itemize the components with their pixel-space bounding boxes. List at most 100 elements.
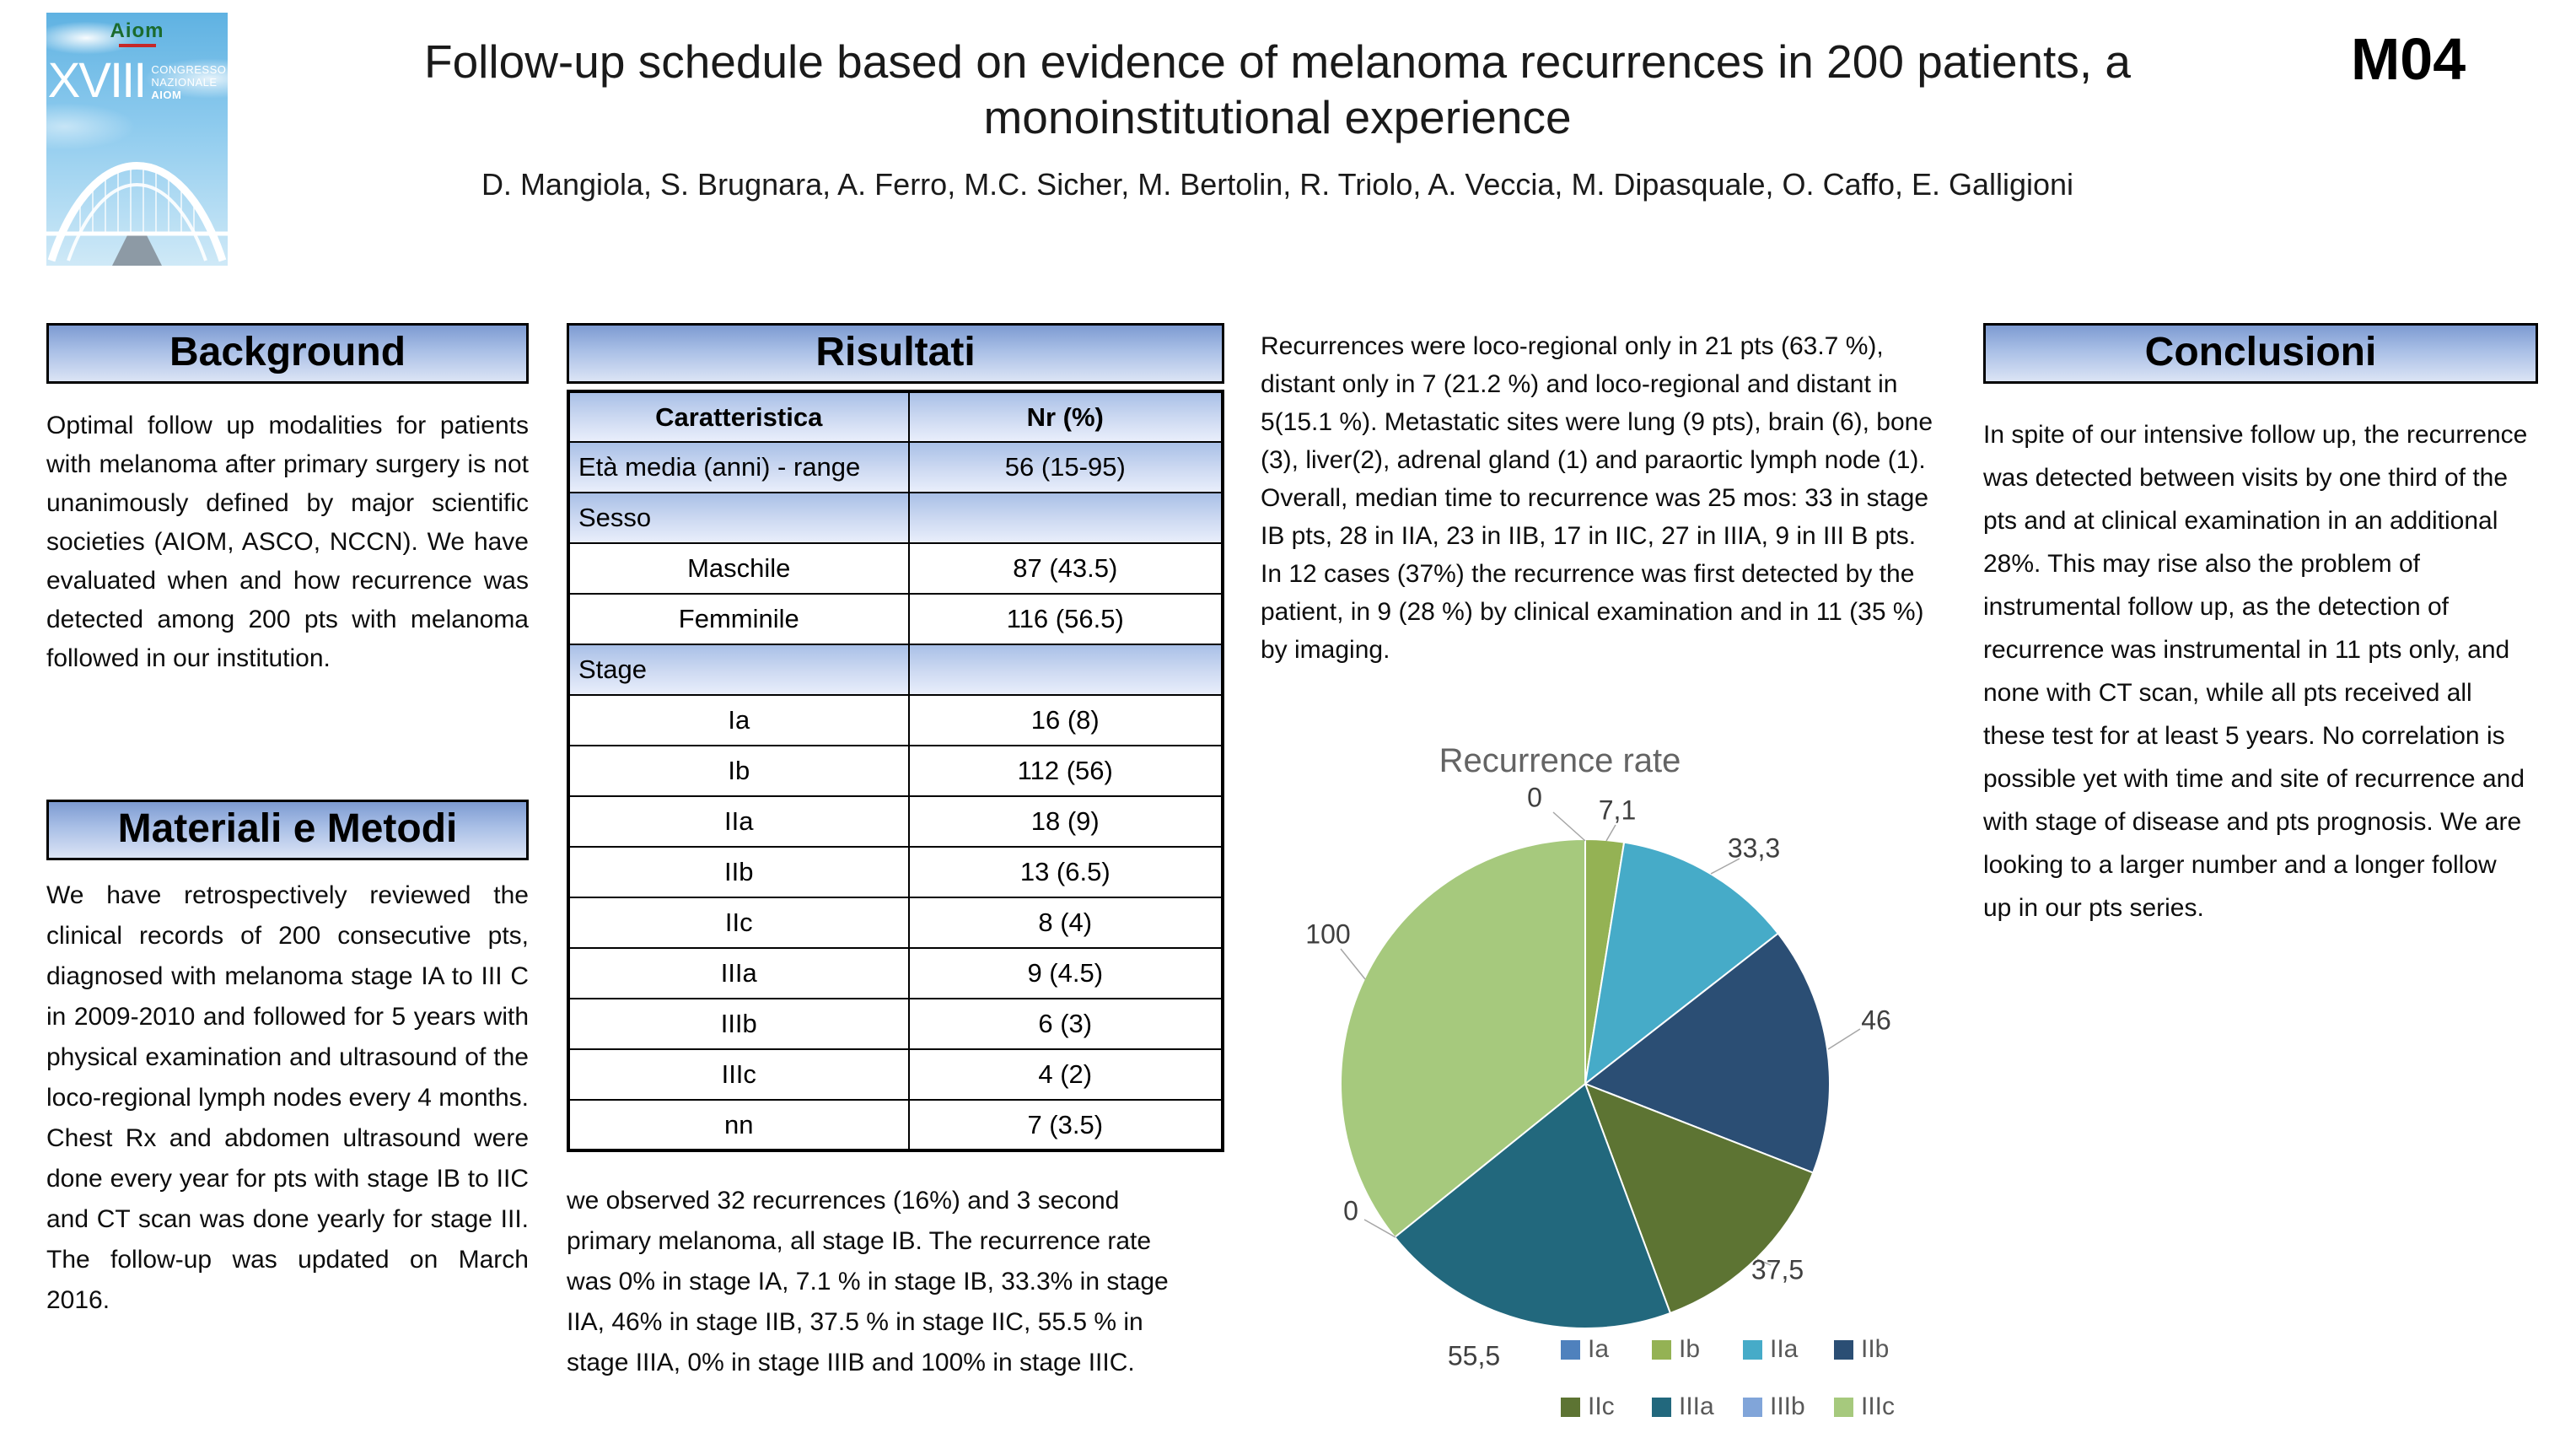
conclusions-text: In spite of our intensive follow up, the… <box>1983 421 2528 922</box>
results-table-row: Femminile 116 (56.5) <box>567 593 1224 645</box>
pie-label-leader-line <box>1552 811 1586 842</box>
aiom-logo-red-bar <box>118 44 156 47</box>
pie-data-label-Ib: 7,1 <box>1599 795 1636 825</box>
aiom-logo: Aiom <box>46 19 228 47</box>
results-table-row: Età media (anni) - range 56 (15-95) <box>567 441 1224 493</box>
value-cell: 56 (15-95) <box>907 441 1224 493</box>
legend-item-IIc: IIc <box>1561 1392 1652 1421</box>
aiom-logo-text: Aiom <box>110 19 164 42</box>
recurrence-rate-pie-chart: 0 7,1 33,3 46 37,5 55,5 0 100 <box>1305 782 1891 1371</box>
methods-text: We have retrospectively reviewed the cli… <box>46 881 529 1314</box>
results-table-column-header: Nr (%) <box>907 391 1224 443</box>
bridge-icon <box>46 162 228 266</box>
legend-label: IIIa <box>1679 1392 1714 1420</box>
characteristic-cell: Sesso <box>567 492 910 544</box>
characteristic-cell: IIIa <box>567 947 910 999</box>
poster-authors: D. Mangiola, S. Brugnara, A. Ferro, M.C.… <box>481 167 2074 202</box>
pie-slice-IIIa <box>1393 1082 1672 1329</box>
legend-label: IIc <box>1588 1392 1615 1420</box>
background-heading: Background <box>46 323 529 384</box>
methods-heading: Materiali e Metodi <box>46 800 529 860</box>
value-cell: 112 (56) <box>907 745 1224 797</box>
results-table-row: Ia 16 (8) <box>567 694 1224 746</box>
value-cell: 16 (8) <box>907 694 1224 746</box>
legend-swatch-IIIa <box>1652 1397 1671 1417</box>
results-heading: Risultati <box>567 323 1224 384</box>
poster-title-line2: monoinstitutional experience <box>983 91 1572 143</box>
pie-data-label-IIIa: 55,5 <box>1448 1340 1500 1371</box>
conclusions-heading: Conclusioni <box>1983 323 2538 384</box>
value-cell: 7 (3.5) <box>907 1099 1224 1151</box>
characteristic-cell: Ib <box>567 745 910 797</box>
value-cell: 87 (43.5) <box>907 542 1224 595</box>
legend-item-IIa: IIa <box>1743 1335 1834 1364</box>
legend-swatch-IIc <box>1561 1397 1580 1417</box>
characteristic-cell: IIc <box>567 897 910 949</box>
value-cell: 13 (6.5) <box>907 846 1224 898</box>
legend-item-IIIc: IIIc <box>1834 1392 1925 1421</box>
results-table-row: Stage <box>567 644 1224 696</box>
results-table-row: IIIb 6 (3) <box>567 998 1224 1050</box>
value-cell: 8 (4) <box>907 897 1224 949</box>
characteristic-cell: Ia <box>567 694 910 746</box>
characteristic-cell: Femminile <box>567 593 910 645</box>
pie-label-leader-line <box>1340 948 1366 980</box>
legend-swatch-IIIc <box>1834 1397 1853 1417</box>
pie-slice-IIb <box>1583 932 1831 1174</box>
congress-numeral: XVIII <box>47 53 148 108</box>
pie-data-label-IIIb: 0 <box>1343 1195 1358 1225</box>
pie-label-leader-line <box>1710 858 1740 875</box>
value-cell: 4 (2) <box>907 1048 1224 1101</box>
poster-title-line1: Follow-up schedule based on evidence of … <box>424 35 2131 88</box>
legend-swatch-IIa <box>1743 1339 1762 1360</box>
pie-data-label-IIIc: 100 <box>1305 918 1350 949</box>
legend-label: IIIc <box>1861 1392 1896 1420</box>
legend-swatch-IIIb <box>1743 1397 1762 1417</box>
legend-item-IIIb: IIIb <box>1743 1392 1834 1421</box>
legend-label: Ia <box>1588 1335 1610 1363</box>
pie-slice-IIa <box>1584 841 1780 1086</box>
title-block: Follow-up schedule based on evidence of … <box>236 34 2319 202</box>
results-table-row: Ib 112 (56) <box>567 745 1224 797</box>
pie-data-label-IIb: 46 <box>1861 1005 1891 1035</box>
results-table-row: IIIa 9 (4.5) <box>567 947 1224 999</box>
poster-code-badge: M04 <box>2351 26 2466 92</box>
pie-slice-IIc <box>1584 1082 1815 1315</box>
legend-label: Ib <box>1679 1335 1701 1363</box>
characteristic-cell: IIIc <box>567 1048 910 1101</box>
characteristic-cell: IIa <box>567 795 910 848</box>
pie-label-leader-line <box>1827 1028 1861 1050</box>
legend-swatch-Ia <box>1561 1339 1580 1360</box>
value-cell: 116 (56.5) <box>907 593 1224 645</box>
legend-item-Ib: Ib <box>1652 1335 1743 1364</box>
chart-title: Recurrence rate <box>1439 742 1681 779</box>
congress-logo: Aiom XVIII CONGRESSO NAZIONALE AIOM <box>46 13 228 266</box>
legend-swatch-Ib <box>1652 1339 1671 1360</box>
characteristic-cell: Stage <box>567 644 910 696</box>
pie-data-label-Ia: 0 <box>1527 782 1542 812</box>
legend-label: IIa <box>1770 1335 1799 1363</box>
value-cell <box>907 492 1224 544</box>
results-table: Caratteristica Nr (%) Età media (anni) - … <box>567 390 1224 1152</box>
pie-data-label-IIa: 33,3 <box>1728 832 1780 863</box>
legend-item-IIb: IIb <box>1834 1335 1925 1364</box>
chart-legend: Ia Ib IIa IIb IIc IIIa IIIb IIIc <box>1561 1335 1925 1421</box>
results-table-column-header: Caratteristica <box>567 391 910 443</box>
legend-swatch-IIb <box>1834 1339 1853 1360</box>
results-note-text: we observed 32 recurrences (16%) and 3 s… <box>567 1187 1169 1376</box>
results-table-row: IIIc 4 (2) <box>567 1048 1224 1101</box>
pie-label-leader-line <box>1756 1258 1772 1266</box>
results-table-row: nn 7 (3.5) <box>567 1099 1224 1151</box>
characteristic-cell: Maschile <box>567 542 910 595</box>
characteristic-cell: IIIb <box>567 998 910 1050</box>
legend-label: IIIb <box>1770 1392 1805 1420</box>
pie-label-leader-line <box>1363 1219 1396 1238</box>
results-table-row: Sesso <box>567 492 1224 544</box>
characteristic-cell: Età media (anni) - range <box>567 441 910 493</box>
characteristic-cell: IIb <box>567 846 910 898</box>
background-text: Optimal follow up modalities for patient… <box>46 412 529 672</box>
value-cell <box>907 644 1224 696</box>
congress-name: CONGRESSO NAZIONALE AIOM <box>151 63 227 101</box>
value-cell: 6 (3) <box>907 998 1224 1050</box>
